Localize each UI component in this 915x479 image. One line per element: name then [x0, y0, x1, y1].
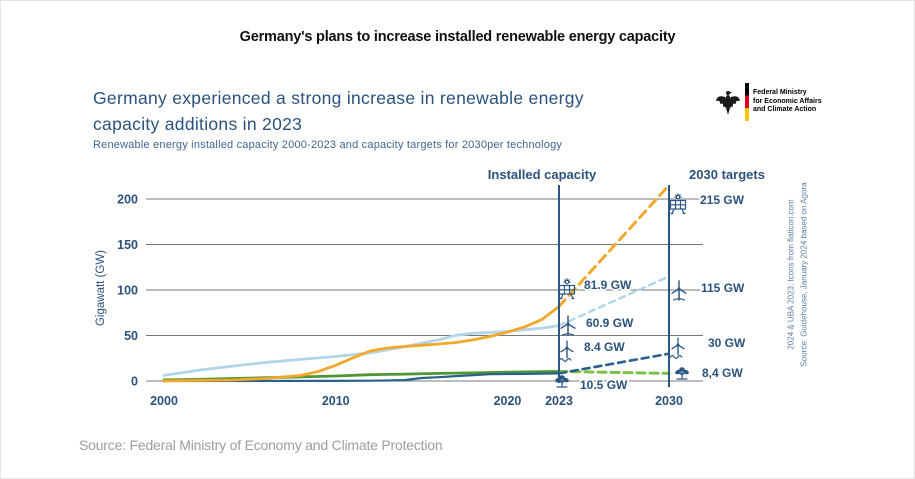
x-tick-2010: 2010: [322, 394, 350, 408]
chart-title: Germany experienced a strong increase in…: [93, 85, 584, 137]
biomass-icon: [555, 375, 569, 388]
wind-turbine-icon: [671, 280, 687, 301]
biomass-icon: [675, 367, 689, 380]
target-line-offshore-wind: [557, 352, 671, 375]
ministry-logo-text: Federal Ministry for Economic Affairs an…: [753, 89, 822, 115]
chart-title-line1: Germany experienced a strong increase in…: [93, 88, 584, 108]
target-line-wind-turbine: [557, 275, 671, 327]
installed-value-offshore-wind: 8.4 GW: [584, 340, 625, 354]
page-title: Germany's plans to increase installed re…: [239, 29, 676, 45]
logo-line-3: and Climate Action: [753, 106, 817, 114]
side-note-icons: 2024 & UBA 2023; Icons from flaticon.com: [786, 199, 796, 350]
chart-title-line2: capacity additions in 2023: [93, 114, 303, 134]
installed-value-wind-turbine: 60.9 GW: [586, 316, 634, 330]
y-tick-100: 100: [117, 284, 138, 298]
y-tick-50: 50: [124, 329, 138, 343]
installed-value-solar-panel: 81.9 GW: [584, 278, 632, 292]
history-line-offshore-wind: [162, 372, 561, 383]
history-line-wind-turbine: [162, 324, 561, 377]
targets-2030-header: 2030 targets: [689, 167, 765, 182]
x-tick-2000: 2000: [150, 394, 178, 408]
offshore-wind-icon: [669, 337, 685, 359]
y-tick-200: 200: [117, 193, 138, 207]
target-value-solar-panel: 215 GW: [700, 193, 745, 207]
logo-line-1: Federal Ministry: [753, 88, 807, 96]
chart-subtitle: Renewable energy installed capacity 2000…: [93, 139, 563, 151]
logo-line-2: for Economic Affairs: [753, 97, 822, 105]
y-tick-0: 0: [131, 375, 138, 389]
target-value-offshore-wind: 30 GW: [708, 336, 746, 350]
offshore-wind-icon: [558, 340, 574, 362]
federal-eagle-icon: [716, 91, 740, 115]
wind-turbine-icon: [560, 315, 576, 336]
y-tick-150: 150: [117, 238, 138, 252]
x-tick-2030: 2030: [655, 394, 683, 408]
german-flag-stripe: [745, 83, 749, 121]
side-note-source: Source: Guidehouse, January 2024 based o…: [799, 182, 809, 367]
bottom-source: Source: Federal Ministry of Economy and …: [79, 437, 443, 453]
x-tick-2020: 2020: [494, 394, 522, 408]
history-line-biomass: [162, 369, 561, 382]
solar-panel-icon: [558, 278, 576, 300]
target-value-wind-turbine: 115 GW: [701, 281, 745, 295]
target-line-biomass: [557, 369, 671, 375]
solar-panel-icon: [669, 193, 687, 215]
y-axis-label: Gigawatt (GW): [95, 249, 107, 327]
ministry-logo: Federal Ministry for Economic Affairs an…: [715, 83, 822, 121]
target-line-solar-panel: [557, 183, 671, 308]
x-tick-2023: 2023: [545, 394, 573, 408]
history-line-solar-panel: [162, 305, 561, 383]
installed-value-biomass: 10.5 GW: [580, 378, 628, 392]
installed-capacity-header: Installed capacity: [487, 167, 597, 182]
target-value-biomass: 8,4 GW: [702, 366, 743, 380]
